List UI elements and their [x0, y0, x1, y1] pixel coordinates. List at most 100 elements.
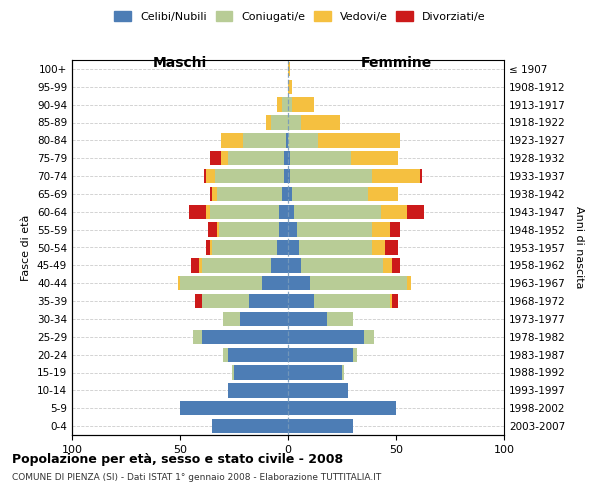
Bar [288, 133, 318, 148]
Bar [242, 133, 286, 148]
Bar [292, 187, 368, 201]
Bar [284, 151, 288, 166]
Bar [389, 222, 400, 237]
Bar [288, 366, 342, 380]
Bar [288, 222, 296, 237]
Bar [288, 204, 295, 219]
Bar [318, 133, 400, 148]
Bar [281, 98, 288, 112]
Bar [288, 151, 290, 166]
Bar [210, 240, 212, 254]
Bar [219, 222, 280, 237]
Bar [392, 294, 398, 308]
Bar [288, 276, 310, 290]
Bar [280, 222, 288, 237]
Bar [407, 276, 411, 290]
Bar [206, 240, 210, 254]
Bar [296, 222, 372, 237]
Bar [217, 187, 281, 201]
Bar [288, 348, 353, 362]
Bar [210, 151, 221, 166]
Bar [385, 240, 398, 254]
Y-axis label: Anni di nascita: Anni di nascita [574, 206, 584, 289]
Bar [280, 204, 288, 219]
Text: Maschi: Maschi [153, 56, 207, 70]
Bar [372, 240, 385, 254]
Bar [210, 204, 280, 219]
Bar [212, 187, 217, 201]
Bar [195, 294, 202, 308]
Bar [249, 294, 288, 308]
Bar [290, 151, 350, 166]
Bar [199, 258, 202, 272]
Bar [420, 169, 422, 183]
Bar [178, 276, 180, 290]
Bar [288, 98, 292, 112]
Bar [206, 204, 210, 219]
Bar [389, 294, 392, 308]
Bar [227, 348, 288, 362]
Text: Popolazione per età, sesso e stato civile - 2008: Popolazione per età, sesso e stato civil… [12, 452, 343, 466]
Bar [281, 187, 288, 201]
Bar [232, 366, 234, 380]
Bar [288, 240, 299, 254]
Bar [241, 312, 288, 326]
Bar [202, 258, 271, 272]
Bar [188, 204, 206, 219]
Bar [288, 80, 292, 94]
Bar [368, 187, 398, 201]
Bar [353, 348, 357, 362]
Bar [227, 151, 284, 166]
Bar [271, 258, 288, 272]
Bar [193, 330, 202, 344]
Y-axis label: Fasce di età: Fasce di età [22, 214, 31, 280]
Bar [212, 419, 288, 433]
Bar [288, 116, 301, 130]
Text: Femmine: Femmine [361, 56, 431, 70]
Bar [407, 204, 424, 219]
Bar [202, 330, 288, 344]
Bar [372, 169, 420, 183]
Bar [288, 401, 396, 415]
Bar [212, 240, 277, 254]
Bar [327, 312, 353, 326]
Bar [202, 294, 249, 308]
Bar [288, 187, 292, 201]
Bar [223, 312, 241, 326]
Bar [262, 276, 288, 290]
Bar [266, 116, 271, 130]
Bar [234, 366, 288, 380]
Bar [206, 169, 215, 183]
Bar [288, 383, 349, 398]
Bar [301, 116, 340, 130]
Bar [277, 240, 288, 254]
Bar [288, 294, 314, 308]
Bar [288, 258, 301, 272]
Legend: Celibi/Nubili, Coniugati/e, Vedovi/e, Divorziati/e: Celibi/Nubili, Coniugati/e, Vedovi/e, Di… [111, 8, 489, 25]
Bar [286, 133, 288, 148]
Bar [221, 133, 242, 148]
Bar [350, 151, 398, 166]
Bar [314, 294, 389, 308]
Bar [342, 366, 344, 380]
Bar [288, 419, 353, 433]
Bar [180, 276, 262, 290]
Bar [204, 169, 206, 183]
Bar [277, 98, 281, 112]
Bar [227, 383, 288, 398]
Bar [208, 222, 217, 237]
Bar [217, 222, 219, 237]
Bar [180, 401, 288, 415]
Bar [210, 187, 212, 201]
Bar [372, 222, 389, 237]
Bar [191, 258, 199, 272]
Bar [288, 312, 327, 326]
Bar [288, 169, 290, 183]
Bar [271, 116, 288, 130]
Bar [295, 204, 381, 219]
Bar [301, 258, 383, 272]
Bar [288, 330, 364, 344]
Bar [288, 62, 290, 76]
Bar [290, 169, 372, 183]
Text: COMUNE DI PIENZA (SI) - Dati ISTAT 1° gennaio 2008 - Elaborazione TUTTITALIA.IT: COMUNE DI PIENZA (SI) - Dati ISTAT 1° ge… [12, 472, 381, 482]
